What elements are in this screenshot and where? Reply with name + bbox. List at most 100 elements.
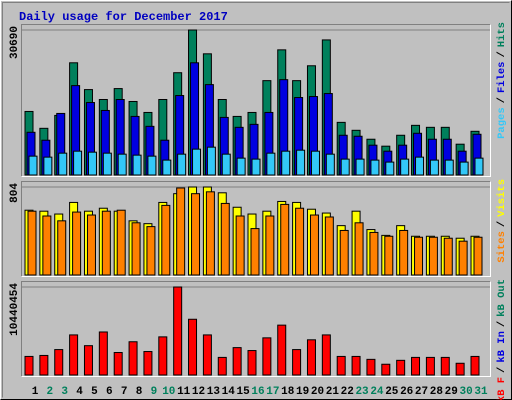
legend-entry: kB F — [496, 377, 508, 400]
bar — [206, 146, 216, 176]
bar — [415, 156, 425, 176]
bar — [250, 228, 260, 276]
bar — [220, 202, 230, 276]
x-tick-label: 19 — [296, 386, 309, 398]
bar — [251, 158, 261, 176]
bar — [176, 187, 186, 276]
bar — [143, 351, 153, 376]
x-tick-label: 22 — [341, 386, 354, 398]
bar — [277, 324, 287, 376]
x-tick-label: 14 — [222, 386, 236, 398]
bar — [425, 356, 435, 376]
x-tick-label: 7 — [121, 386, 128, 398]
bar — [202, 334, 212, 376]
legend-separator: / — [496, 51, 508, 57]
bar — [340, 158, 350, 176]
x-tick-label: 26 — [400, 386, 413, 398]
x-tick-label: 24 — [370, 386, 384, 398]
bar — [292, 349, 302, 376]
bar — [131, 222, 141, 276]
bar — [265, 215, 275, 276]
bar — [385, 161, 395, 176]
bar — [443, 237, 453, 276]
bar — [128, 341, 138, 376]
bar — [429, 159, 439, 176]
x-tick-label: 21 — [326, 386, 340, 398]
bar — [411, 356, 421, 376]
bar — [87, 151, 97, 176]
x-tick-label: 23 — [355, 386, 369, 398]
bar — [354, 222, 364, 276]
bar — [370, 159, 380, 176]
x-tick-label: 30 — [460, 386, 473, 398]
x-tick-label: 17 — [266, 386, 279, 398]
y-tick-label: 10440454 — [9, 283, 21, 336]
legend-entry: Hits — [496, 22, 508, 47]
bar — [146, 226, 156, 276]
bar — [117, 153, 127, 176]
bar — [113, 352, 123, 376]
bar — [54, 349, 64, 376]
bar — [280, 203, 290, 276]
bar — [296, 149, 306, 176]
bar — [27, 210, 37, 276]
x-tick-label: 28 — [430, 386, 444, 398]
bar — [324, 216, 334, 276]
bar — [351, 355, 361, 376]
bar — [173, 286, 183, 376]
bar — [281, 150, 291, 176]
bar — [355, 158, 365, 176]
x-tick-label: 5 — [91, 386, 98, 398]
bar — [440, 356, 450, 376]
bar — [69, 334, 79, 376]
x-tick-label: 8 — [136, 386, 143, 398]
panel-border-light — [21, 181, 491, 277]
legend-entry: kB Out — [496, 279, 508, 317]
bar — [24, 355, 34, 376]
bar — [101, 210, 111, 276]
panel-border-light — [21, 24, 491, 177]
bar — [83, 345, 93, 376]
x-tick-label: 27 — [415, 386, 428, 398]
panel-border-dark — [21, 281, 491, 377]
legend: kB F / kB In / kB Out — [496, 279, 508, 400]
x-tick-label: 16 — [251, 386, 264, 398]
bar — [205, 191, 215, 276]
bar — [400, 158, 410, 176]
x-tick-label: 11 — [177, 386, 191, 398]
bar — [262, 337, 272, 376]
legend-separator: / — [496, 97, 508, 103]
x-tick-label: 2 — [47, 386, 54, 398]
x-tick-label: 25 — [385, 386, 399, 398]
bar — [396, 359, 406, 376]
bar — [42, 215, 52, 276]
x-tick-label: 1 — [32, 386, 39, 398]
x-tick-label: 13 — [207, 386, 221, 398]
x-tick-label: 9 — [151, 386, 158, 398]
bar — [192, 148, 202, 176]
bar — [414, 236, 424, 276]
bar — [28, 155, 38, 176]
bar — [57, 220, 67, 276]
bar — [43, 156, 53, 176]
bar — [399, 229, 409, 276]
bar — [102, 152, 112, 176]
bar — [98, 331, 108, 376]
x-tick-label: 31 — [474, 386, 488, 398]
bar — [158, 336, 168, 376]
panel-border-dark — [21, 24, 491, 177]
x-tick-label: 15 — [237, 386, 251, 398]
bar — [366, 358, 376, 376]
bar — [217, 356, 227, 376]
y-tick-label: 30690 — [9, 26, 21, 59]
legend-entry: Sites — [496, 231, 508, 263]
bar — [86, 214, 96, 276]
panel-border-light — [21, 281, 491, 377]
bar — [369, 231, 379, 276]
bar — [266, 152, 276, 176]
bar — [236, 157, 246, 176]
bar — [72, 211, 82, 276]
bar — [309, 214, 319, 276]
